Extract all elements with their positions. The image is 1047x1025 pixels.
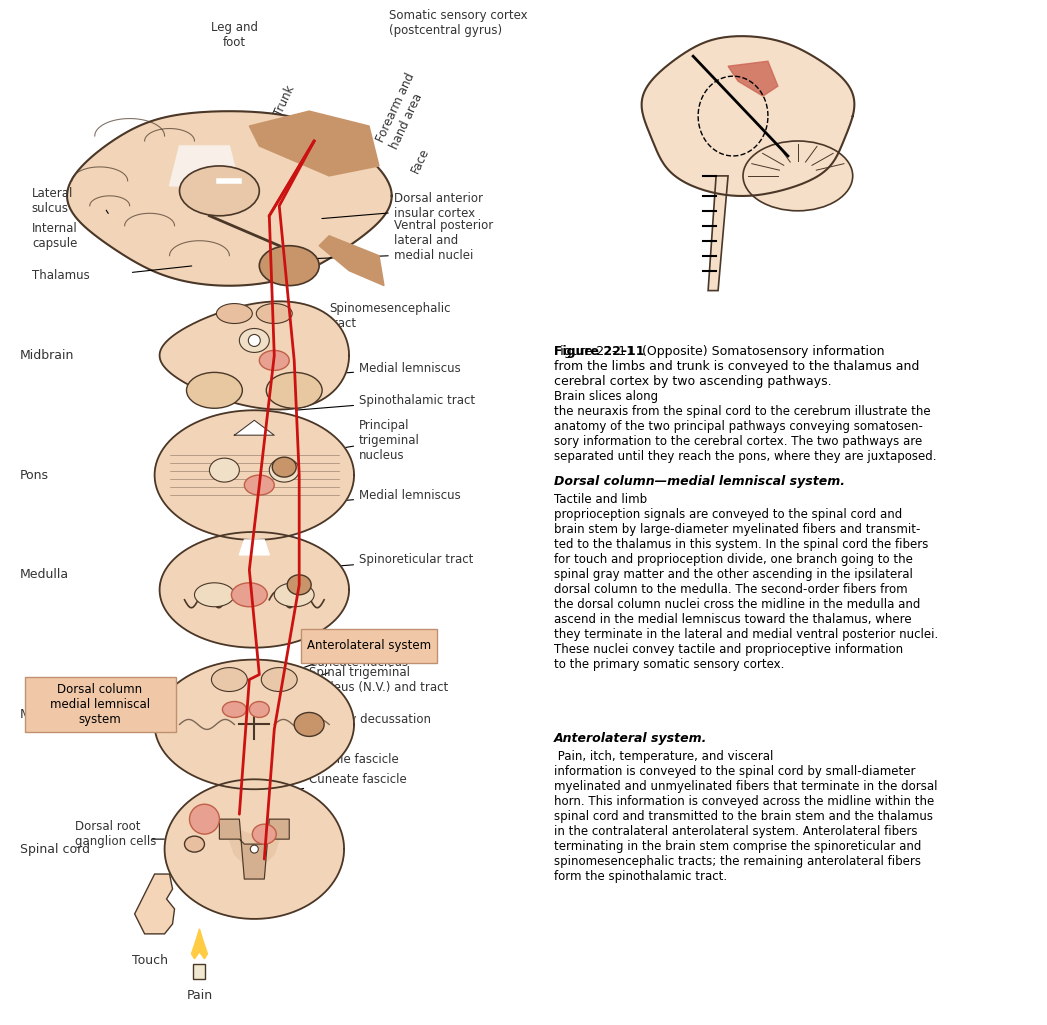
Text: Anterolateral system.: Anterolateral system. [554,733,707,745]
Text: Brain slices along
the neuraxis from the spinal cord to the cerebrum illustrate : Brain slices along the neuraxis from the… [554,391,936,463]
Ellipse shape [274,583,314,607]
Polygon shape [170,146,240,186]
Ellipse shape [240,328,269,353]
Ellipse shape [272,457,296,477]
Text: Cuneate nucleus: Cuneate nucleus [267,656,408,694]
FancyBboxPatch shape [302,628,437,662]
Ellipse shape [244,476,274,495]
Text: Internal
capsule: Internal capsule [31,221,77,250]
Text: Medulla: Medulla [20,708,69,721]
Ellipse shape [211,667,247,692]
Polygon shape [67,111,392,286]
Text: Medulla: Medulla [20,568,69,581]
Text: Medial lemniscus: Medial lemniscus [312,362,461,375]
Text: Gracile fascicle: Gracile fascicle [232,752,399,779]
Ellipse shape [260,351,289,370]
Text: Face: Face [409,147,431,175]
Ellipse shape [262,667,297,692]
Text: Midbrain: Midbrain [20,348,74,362]
Ellipse shape [260,246,319,286]
Polygon shape [159,301,349,410]
Ellipse shape [287,575,311,594]
Text: Spinal trigeminal
nucleus (N.V.) and tract: Spinal trigeminal nucleus (N.V.) and tra… [287,665,448,713]
Polygon shape [235,420,274,436]
Polygon shape [155,410,354,540]
Text: Dorsal root
ganglion cells: Dorsal root ganglion cells [74,820,156,848]
Text: Touch: Touch [132,954,168,967]
Ellipse shape [184,836,204,852]
Ellipse shape [294,712,325,736]
Text: Pons: Pons [20,468,49,482]
Polygon shape [155,660,354,789]
Text: Leg and
foot: Leg and foot [210,22,258,49]
Text: Forearm and
hand area: Forearm and hand area [374,71,431,151]
Text: Dorsal column
medial lemniscal
system: Dorsal column medial lemniscal system [49,683,150,726]
Polygon shape [164,779,344,918]
Text: Thalamus: Thalamus [31,270,90,282]
Polygon shape [728,62,778,96]
Polygon shape [240,540,269,555]
Ellipse shape [222,701,246,717]
Text: Figure 22–11: Figure 22–11 [554,345,644,359]
Ellipse shape [190,805,220,834]
Polygon shape [224,824,284,869]
Text: Figure 22–11  (Opposite) Somatosensory information
from the limbs and trunk is c: Figure 22–11 (Opposite) Somatosensory in… [554,345,919,388]
Polygon shape [642,36,854,196]
Text: Trunk: Trunk [271,84,297,119]
Polygon shape [192,929,207,958]
Text: Dorsal column—medial lemniscal system.: Dorsal column—medial lemniscal system. [554,476,845,488]
Text: Anterolateral system: Anterolateral system [307,640,431,652]
Text: Medial lemniscus: Medial lemniscus [292,489,461,504]
Text: Sensory decussation: Sensory decussation [262,713,431,744]
Ellipse shape [186,372,242,408]
Text: Pain, itch, temperature, and visceral
information is conveyed to the spinal cord: Pain, itch, temperature, and visceral in… [554,750,937,884]
Text: Tactile and limb
proprioception signals are conveyed to the spinal cord and
brai: Tactile and limb proprioception signals … [554,493,938,671]
Text: Somatic sensory cortex
(postcentral gyrus): Somatic sensory cortex (postcentral gyru… [388,9,528,37]
Ellipse shape [257,303,292,324]
Polygon shape [249,111,379,176]
Polygon shape [708,176,728,291]
Ellipse shape [248,334,261,346]
Ellipse shape [250,845,259,853]
Text: Lateral
sulcus: Lateral sulcus [31,187,73,215]
Polygon shape [135,874,175,934]
Ellipse shape [217,303,252,324]
Ellipse shape [269,458,299,482]
Text: Spinothalamic tract: Spinothalamic tract [297,394,475,410]
Text: Dorsal anterior
insular cortex: Dorsal anterior insular cortex [394,192,483,219]
Polygon shape [220,819,289,879]
Ellipse shape [209,458,240,482]
Text: Spinal cord: Spinal cord [20,843,90,856]
Bar [194,964,205,979]
Ellipse shape [231,583,267,607]
Polygon shape [159,532,349,648]
Text: Gracile nucleus: Gracile nucleus [272,643,400,679]
Text: Ventral posterior
lateral and
medial nuclei: Ventral posterior lateral and medial nuc… [394,219,493,262]
FancyBboxPatch shape [25,676,176,733]
Ellipse shape [252,824,276,845]
Text: Spinomesencephalic
tract: Spinomesencephalic tract [287,301,450,329]
Ellipse shape [195,583,235,607]
Polygon shape [319,236,384,286]
Ellipse shape [266,372,322,408]
Ellipse shape [179,166,260,216]
Ellipse shape [249,701,269,717]
Text: Cuneate fascicle: Cuneate fascicle [242,773,407,798]
Text: Principal
trigeminal
nucleus: Principal trigeminal nucleus [302,418,420,461]
Text: Spinoreticular tract: Spinoreticular tract [292,554,473,570]
Ellipse shape [743,141,852,211]
Text: Pain: Pain [186,989,213,1001]
